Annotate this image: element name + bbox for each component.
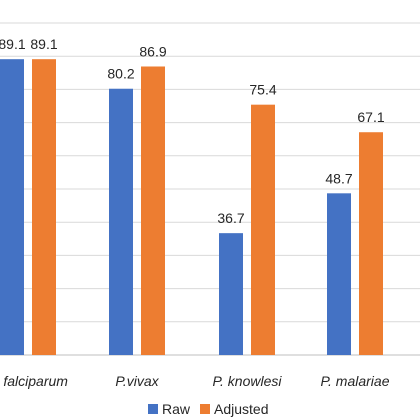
bar-adjusted-2 (141, 66, 165, 355)
legend-label-raw: Raw (162, 401, 191, 417)
data-label-raw-4: 48.7 (325, 170, 352, 186)
legend-swatch-raw (148, 404, 158, 414)
legend-label-adjusted: Adjusted (214, 401, 269, 417)
category-label-2: P.vivax (115, 373, 159, 389)
bar-raw-3 (219, 233, 243, 355)
category-label-1: P. falciparum (0, 373, 68, 389)
bar-adjusted-1 (32, 59, 56, 356)
data-label-adjusted-4: 67.1 (357, 109, 384, 125)
bar-raw-2 (109, 88, 133, 356)
bars (0, 59, 383, 356)
category-label-3: P. knowlesi (212, 373, 282, 389)
bar-raw-4 (327, 193, 351, 355)
data-label-raw-3: 36.7 (217, 210, 244, 226)
legend-swatch-adjusted (200, 404, 211, 414)
data-label-adjusted-3: 75.4 (249, 82, 276, 98)
legend: Raw Adjusted (148, 401, 279, 417)
legend-item-raw: Raw (148, 401, 190, 417)
category-labels: P. falciparum P.vivax P. knowlesi P. malari… (0, 373, 390, 389)
data-labels: 89.1 89.1 80.2 86.9 36.7 75.4 48.7 67.1 (0, 36, 385, 226)
category-label-4: P. malariae (320, 373, 389, 389)
bar-adjusted-3 (251, 104, 275, 355)
data-label-adjusted-2: 86.9 (139, 43, 166, 59)
legend-item-adjusted: Adjusted (200, 401, 269, 417)
data-label-raw-2: 80.2 (107, 66, 134, 82)
data-label-raw-1: 89.1 (0, 36, 26, 52)
bar-raw-1 (0, 59, 24, 356)
gridlines (0, 22, 420, 323)
data-label-adjusted-1: 89.1 (30, 36, 57, 52)
bar-adjusted-4 (359, 132, 383, 355)
